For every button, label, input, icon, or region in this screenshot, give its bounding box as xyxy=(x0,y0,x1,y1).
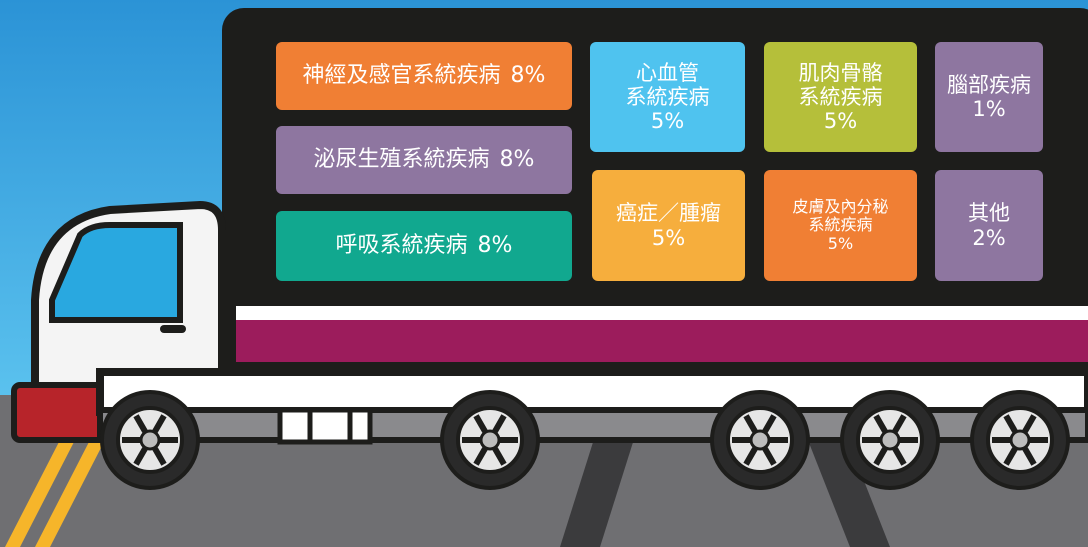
tool-box xyxy=(277,407,373,445)
door-handle xyxy=(160,325,186,333)
category-box: 呼吸系統疾病 8% xyxy=(276,211,572,281)
category-box: 其他 2% xyxy=(935,170,1043,281)
category-label: 腦部疾病 xyxy=(947,72,1031,97)
wheel-part xyxy=(139,429,161,451)
category-value: 8% xyxy=(499,147,535,173)
category-label: 其他 xyxy=(968,201,1010,226)
wheel-part xyxy=(892,414,907,433)
category-box: 皮膚及內分秘 系統疾病 5% xyxy=(764,170,917,281)
wheel-part xyxy=(473,414,488,433)
category-label: 呼吸系統疾病 xyxy=(335,233,468,259)
road-line xyxy=(560,420,640,547)
wheel-part xyxy=(133,414,148,433)
wheel-part xyxy=(1022,414,1037,433)
wheel-part xyxy=(762,414,777,433)
wheel-part xyxy=(1003,447,1018,466)
cab-window xyxy=(49,222,183,323)
road-line xyxy=(35,440,105,547)
wheel-part xyxy=(133,447,148,466)
frame xyxy=(97,407,1088,443)
wheel-part xyxy=(1009,429,1031,451)
wheel-part xyxy=(743,447,758,466)
wheel-part xyxy=(892,447,907,466)
stripe xyxy=(236,320,1088,362)
category-box: 肌肉骨骼 系統疾病 5% xyxy=(764,42,917,152)
category-value: 5% xyxy=(827,233,854,253)
wheel-part xyxy=(762,447,777,466)
wheels xyxy=(100,390,1070,490)
wheel-part xyxy=(1003,414,1018,433)
stripe xyxy=(236,306,1088,320)
category-label: 系統疾病 xyxy=(798,84,883,109)
wheel-part xyxy=(1022,447,1037,466)
wheel-part xyxy=(879,429,901,451)
wheel-part xyxy=(743,414,758,433)
wheel-part xyxy=(873,447,888,466)
category-box: 神經及感官系統疾病 8% xyxy=(276,42,572,110)
category-box: 腦部疾病 1% xyxy=(935,42,1043,152)
wheel-part xyxy=(473,447,488,466)
category-value: 5% xyxy=(650,109,685,134)
category-label: 神經及感官系統疾病 xyxy=(302,63,501,89)
wheel-part xyxy=(152,447,167,466)
category-value: 5% xyxy=(651,225,686,250)
chassis xyxy=(96,368,1088,416)
category-label: 心血管 xyxy=(636,60,699,85)
category-value: 8% xyxy=(477,233,513,259)
wheel-part xyxy=(479,429,501,451)
bumper xyxy=(11,382,107,443)
category-value: 8% xyxy=(510,63,546,89)
road-line xyxy=(800,420,890,547)
wheel-part xyxy=(492,414,507,433)
category-value: 2% xyxy=(972,225,1006,250)
wheel-part xyxy=(152,414,167,433)
road-line xyxy=(5,440,75,547)
wheel-part xyxy=(492,447,507,466)
category-label: 系統疾病 xyxy=(808,215,873,235)
category-box: 心血管 系統疾病 5% xyxy=(590,42,745,152)
category-box: 泌尿生殖系統疾病 8% xyxy=(276,126,572,194)
category-value: 5% xyxy=(823,109,858,134)
category-label: 皮膚及內分秘 xyxy=(792,196,889,216)
category-value: 1% xyxy=(972,97,1006,121)
wheel-part xyxy=(749,429,771,451)
category-label: 肌肉骨骼 xyxy=(798,60,883,85)
category-box: 癌症／腫瘤 5% xyxy=(592,170,745,281)
category-label: 泌尿生殖系統疾病 xyxy=(313,147,490,173)
category-label: 系統疾病 xyxy=(625,84,710,109)
category-label: 癌症／腫瘤 xyxy=(616,201,721,226)
wheel-part xyxy=(873,414,888,433)
